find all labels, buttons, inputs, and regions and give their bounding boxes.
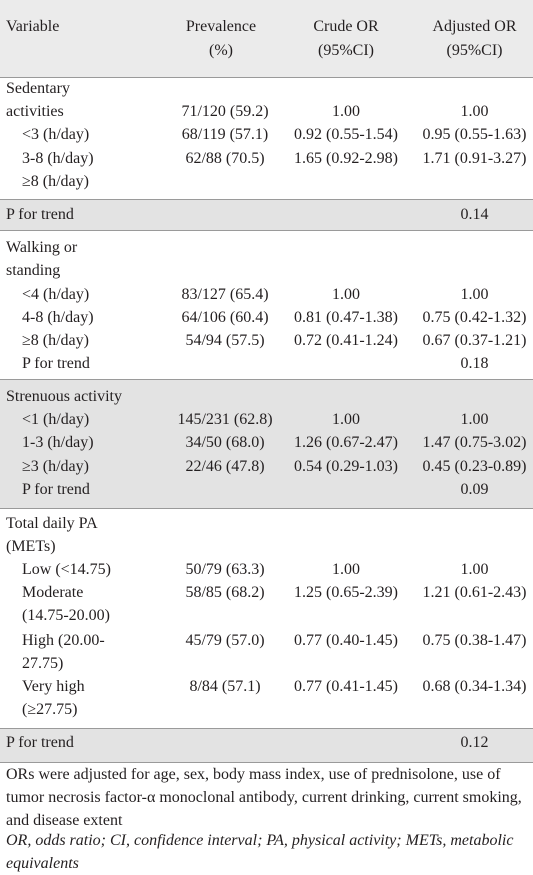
sedentary-r2-adj: 1.71 (0.91-3.27) — [422, 150, 527, 167]
sedentary-r1-adj: 0.95 (0.55-1.63) — [422, 126, 527, 143]
total-r1-crude: 1.25 (0.65-2.39) — [294, 584, 398, 601]
strenuous-r0-adj: 1.00 — [460, 411, 489, 428]
total-pa-band — [0, 508, 533, 729]
sedentary-r2-crude: 1.65 (0.92-2.98) — [294, 150, 398, 167]
total-r2-label-2: 27.75) — [22, 655, 64, 672]
total-r0-prev: 50/79 (63.3) — [185, 561, 265, 578]
total-r1-prev: 58/85 (68.2) — [185, 584, 265, 601]
strenuous-trend-value: 0.09 — [460, 481, 489, 498]
sedentary-r2-prev: 62/88 (70.5) — [185, 150, 265, 167]
sedentary-r0-prev: 71/120 (59.2) — [181, 103, 269, 120]
total-trend-label: P for trend — [6, 734, 74, 751]
header-prevalence-2: (%) — [209, 42, 233, 59]
total-r1-adj: 1.21 (0.61-2.43) — [422, 584, 527, 601]
strenuous-r1-adj: 1.47 (0.75-3.02) — [422, 434, 527, 451]
total-r1-label-2: (14.75-20.00) — [22, 607, 110, 624]
sedentary-r0-adj: 1.00 — [460, 103, 489, 120]
strenuous-r2-prev: 22/46 (47.8) — [185, 458, 265, 475]
walking-r1-crude: 0.81 (0.47-1.38) — [294, 309, 398, 326]
strenuous-r0-prev: 145/231 (62.8) — [177, 411, 273, 428]
sedentary-r2-label: 3-8 (h/day) — [22, 150, 94, 167]
walking-r0-label: <4 (h/day) — [22, 286, 90, 303]
total-trend-band — [0, 728, 533, 763]
total-r2-crude: 0.77 (0.40-1.45) — [294, 632, 398, 649]
walking-r1-label: 4-8 (h/day) — [22, 309, 94, 326]
total-r0-crude: 1.00 — [332, 561, 360, 578]
section-title-walking-1: Walking or — [6, 239, 78, 256]
total-r0-adj: 1.00 — [460, 561, 489, 578]
strenuous-r0-crude: 1.00 — [332, 411, 360, 428]
walking-trend-label: P for trend — [22, 355, 90, 372]
footnote-adjustment: ORs were adjusted for age, sex, body mas… — [6, 766, 522, 829]
section-title-sedentary-1: Sedentary — [6, 80, 70, 97]
section-title-total-2: (METs) — [6, 538, 56, 555]
walking-r2-adj: 0.67 (0.37-1.21) — [422, 332, 527, 349]
total-r3-adj: 0.68 (0.34-1.34) — [422, 678, 527, 695]
strenuous-band — [0, 379, 533, 509]
walking-band — [0, 230, 533, 380]
walking-r0-prev: 83/127 (65.4) — [181, 286, 269, 303]
footnote-abbreviations: OR, odds ratio; CI, confidence interval;… — [6, 832, 514, 872]
header-crude-1: Crude OR — [313, 18, 379, 35]
strenuous-trend-label: P for trend — [22, 481, 90, 498]
header-prevalence-1: Prevalence — [185, 18, 257, 35]
total-r2-prev: 45/79 (57.0) — [185, 632, 265, 649]
walking-r2-crude: 0.72 (0.41-1.24) — [294, 332, 398, 349]
sedentary-r1-prev: 68/119 (57.1) — [181, 126, 269, 143]
strenuous-r1-prev: 34/50 (68.0) — [185, 434, 265, 451]
header-crude-2: (95%CI) — [318, 42, 374, 59]
total-r0-label: Low (<14.75) — [22, 561, 112, 578]
walking-r0-crude: 1.00 — [332, 286, 360, 303]
strenuous-r2-adj: 0.45 (0.23-0.89) — [422, 458, 527, 475]
sedentary-r1-label: <3 (h/day) — [22, 126, 90, 143]
sedentary-r3-label: ≥8 (h/day) — [22, 173, 89, 190]
sedentary-trend-label: P for trend — [6, 206, 74, 223]
section-title-total-1: Total daily PA — [6, 515, 98, 532]
header-adjusted-2: (95%CI) — [446, 42, 503, 59]
total-r3-crude: 0.77 (0.41-1.45) — [294, 678, 398, 695]
walking-r1-prev: 64/106 (60.4) — [181, 309, 269, 326]
section-title-walking-2: standing — [6, 262, 61, 279]
total-r3-prev: 8/84 (57.1) — [189, 678, 261, 695]
walking-r0-adj: 1.00 — [460, 286, 489, 303]
walking-trend-value: 0.18 — [460, 355, 489, 372]
section-title-sedentary-2: activities — [6, 103, 64, 120]
total-r2-label-1: High (20.00- — [22, 632, 105, 649]
header-variable: Variable — [6, 18, 60, 35]
strenuous-r0-label: <1 (h/day) — [22, 411, 90, 428]
sedentary-band — [0, 78, 533, 198]
walking-r2-prev: 54/94 (57.5) — [185, 332, 265, 349]
sedentary-trend-band — [0, 199, 533, 231]
strenuous-r1-crude: 1.26 (0.67-2.47) — [294, 434, 398, 451]
sedentary-r1-crude: 0.92 (0.55-1.54) — [294, 126, 398, 143]
walking-r2-label: ≥8 (h/day) — [22, 332, 89, 349]
strenuous-r1-label: 1-3 (h/day) — [22, 434, 94, 451]
strenuous-r2-label: ≥3 (h/day) — [22, 458, 89, 475]
total-r3-label-1: Very high — [22, 678, 85, 695]
strenuous-r2-crude: 0.54 (0.29-1.03) — [294, 458, 398, 475]
total-r1-label-1: Moderate — [22, 584, 84, 601]
header-adjusted-1: Adjusted OR — [432, 18, 517, 35]
total-r2-adj: 0.75 (0.38-1.47) — [422, 632, 527, 649]
total-trend-value: 0.12 — [460, 734, 489, 751]
sedentary-r0-crude: 1.00 — [332, 103, 360, 120]
section-title-strenuous: Strenuous activity — [6, 388, 122, 405]
walking-r1-adj: 0.75 (0.42-1.32) — [422, 309, 527, 326]
sedentary-trend-value: 0.14 — [460, 206, 489, 223]
table-header-band — [0, 0, 533, 78]
total-r3-label-2: (≥27.75) — [22, 701, 78, 718]
